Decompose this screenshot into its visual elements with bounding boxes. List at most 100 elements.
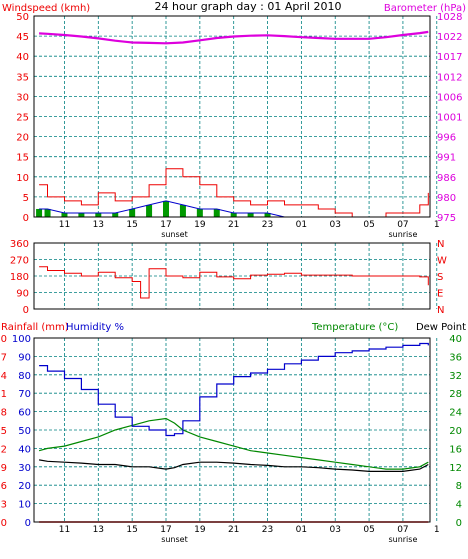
temperature-y-tick-label: 4 (456, 500, 462, 511)
dewpoint-line (39, 459, 429, 472)
rainfall-y-tick-label: 27 (0, 352, 7, 363)
x-tick-label: 1 (434, 220, 440, 230)
average-wind-bar (213, 208, 220, 217)
rainfall-y-tick-label: 21 (0, 389, 7, 400)
average-wind-bar (61, 212, 68, 217)
rainfall-y-tick-label: 18 (0, 408, 7, 419)
temperature-y-tick-label: 24 (449, 408, 462, 419)
humidity-y-tick-label: 70 (18, 389, 31, 400)
rainfall-y-tick-label: 30 (0, 334, 7, 345)
rainfall-axis-title: Rainfall (mm) (1, 322, 69, 333)
wind-y-tick-label: 5 (23, 193, 29, 204)
graph-title: 24 hour graph day : 01 April 2010 (155, 0, 342, 13)
humidity-line (39, 342, 429, 437)
x-tick-label: 01 (296, 525, 307, 535)
x-tick-label: 07 (397, 525, 408, 535)
temperature-axis-title: Temperature (°C) (311, 322, 398, 333)
x-tick-label: 13 (93, 220, 104, 230)
humidity-y-tick-label: 50 (18, 426, 31, 437)
humidity-y-tick-label: 80 (18, 371, 31, 382)
barometer-y-tick-label: 1001 (437, 113, 462, 124)
x-tick-label: 19 (194, 220, 206, 230)
barometer-y-tick-label: 986 (437, 173, 456, 184)
barometer-y-tick-label: 1017 (437, 52, 462, 63)
temperature-y-tick-label: 12 (449, 463, 462, 474)
wind-direction-line (39, 266, 429, 299)
x-tick-label: 19 (194, 525, 206, 535)
direction-y-tick-label: 0 (23, 305, 29, 316)
direction-y-tick-label: 270 (10, 256, 29, 267)
barometer-y-tick-label: 1012 (437, 72, 462, 83)
sunset-label: sunset (161, 230, 188, 239)
average-wind-bar (129, 208, 136, 217)
sunrise-label: sunrise (388, 535, 417, 544)
rainfall-y-tick-label: 24 (0, 371, 7, 382)
barometer-y-tick-label: 1028 (437, 12, 462, 23)
average-wind-bar (264, 212, 271, 217)
rainfall-y-tick-label: 0 (1, 518, 7, 529)
x-tick-label: 15 (126, 220, 137, 230)
temperature-y-tick-label: 0 (456, 518, 462, 529)
humidity-panel-frame (33, 337, 431, 523)
barometer-line (39, 30, 429, 45)
direction-y-tick-label: 180 (10, 272, 29, 283)
average-wind-bar (36, 208, 43, 217)
sunrise-label: sunrise (388, 230, 417, 239)
wind-y-tick-label: 30 (16, 92, 29, 103)
direction-y-tick-label: 90 (16, 289, 29, 300)
wind-panel-frame (33, 15, 431, 218)
x-tick-label: 07 (397, 220, 408, 230)
average-wind-bar (78, 212, 85, 217)
humidity-y-tick-label: 40 (18, 444, 31, 455)
x-tick-label: 11 (59, 220, 70, 230)
wind-axis-title: Windspeed (kmh) (2, 3, 90, 14)
temperature-y-tick-label: 8 (456, 481, 462, 492)
x-tick-label: 17 (160, 525, 171, 535)
temperature-y-tick-label: 32 (449, 371, 462, 382)
temperature-y-tick-label: 16 (449, 444, 462, 455)
rainfall-y-tick-label: 9 (1, 463, 7, 474)
x-tick-label: 05 (363, 220, 374, 230)
average-wind-bar (179, 204, 186, 217)
rainfall-y-tick-label: 3 (1, 500, 7, 511)
rainfall-y-tick-label: 12 (0, 444, 7, 455)
humidity-y-tick-label: 20 (18, 481, 31, 492)
wind-y-tick-label: 15 (16, 153, 29, 164)
average-wind-bar (95, 212, 102, 217)
dewpoint-axis-title: Dew Point (416, 322, 466, 333)
barometer-y-tick-label: 975 (437, 213, 456, 224)
wind-y-tick-label: 10 (16, 173, 29, 184)
wind-y-tick-label: 20 (16, 133, 29, 144)
humidity-y-tick-label: 100 (12, 334, 31, 345)
temperature-line (38, 417, 429, 470)
humidity-y-tick-label: 10 (18, 500, 31, 511)
compass-tick-label: N (437, 305, 444, 316)
average-wind-bar (112, 212, 119, 217)
barometer-y-tick-label: 996 (437, 133, 456, 144)
average-wind-bar (146, 204, 153, 217)
x-tick-label: 21 (228, 220, 239, 230)
rainfall-y-tick-label: 6 (1, 481, 7, 492)
humidity-y-tick-label: 0 (25, 518, 31, 529)
x-tick-label: 03 (330, 220, 341, 230)
temperature-y-tick-label: 36 (449, 352, 462, 363)
wind-y-tick-label: 25 (16, 113, 29, 124)
x-tick-label: 23 (262, 220, 273, 230)
temperature-y-tick-label: 20 (449, 426, 462, 437)
x-tick-label: 15 (126, 525, 137, 535)
average-wind-bar (196, 208, 203, 217)
compass-tick-label: N (437, 239, 444, 250)
x-tick-label: 17 (160, 220, 171, 230)
sunset-label: sunset (161, 535, 188, 544)
barometer-y-tick-label: 1022 (437, 32, 462, 43)
wind-y-tick-label: 50 (16, 12, 29, 23)
humidity-y-tick-label: 60 (18, 408, 31, 419)
x-tick-label: 03 (330, 525, 341, 535)
x-tick-label: 23 (262, 525, 273, 535)
barometer-y-tick-label: 991 (437, 153, 456, 164)
humidity-y-tick-label: 90 (18, 352, 31, 363)
x-tick-label: 11 (59, 525, 70, 535)
temperature-y-tick-label: 28 (449, 389, 462, 400)
humidity-axis-title: Humidity % (66, 322, 124, 333)
